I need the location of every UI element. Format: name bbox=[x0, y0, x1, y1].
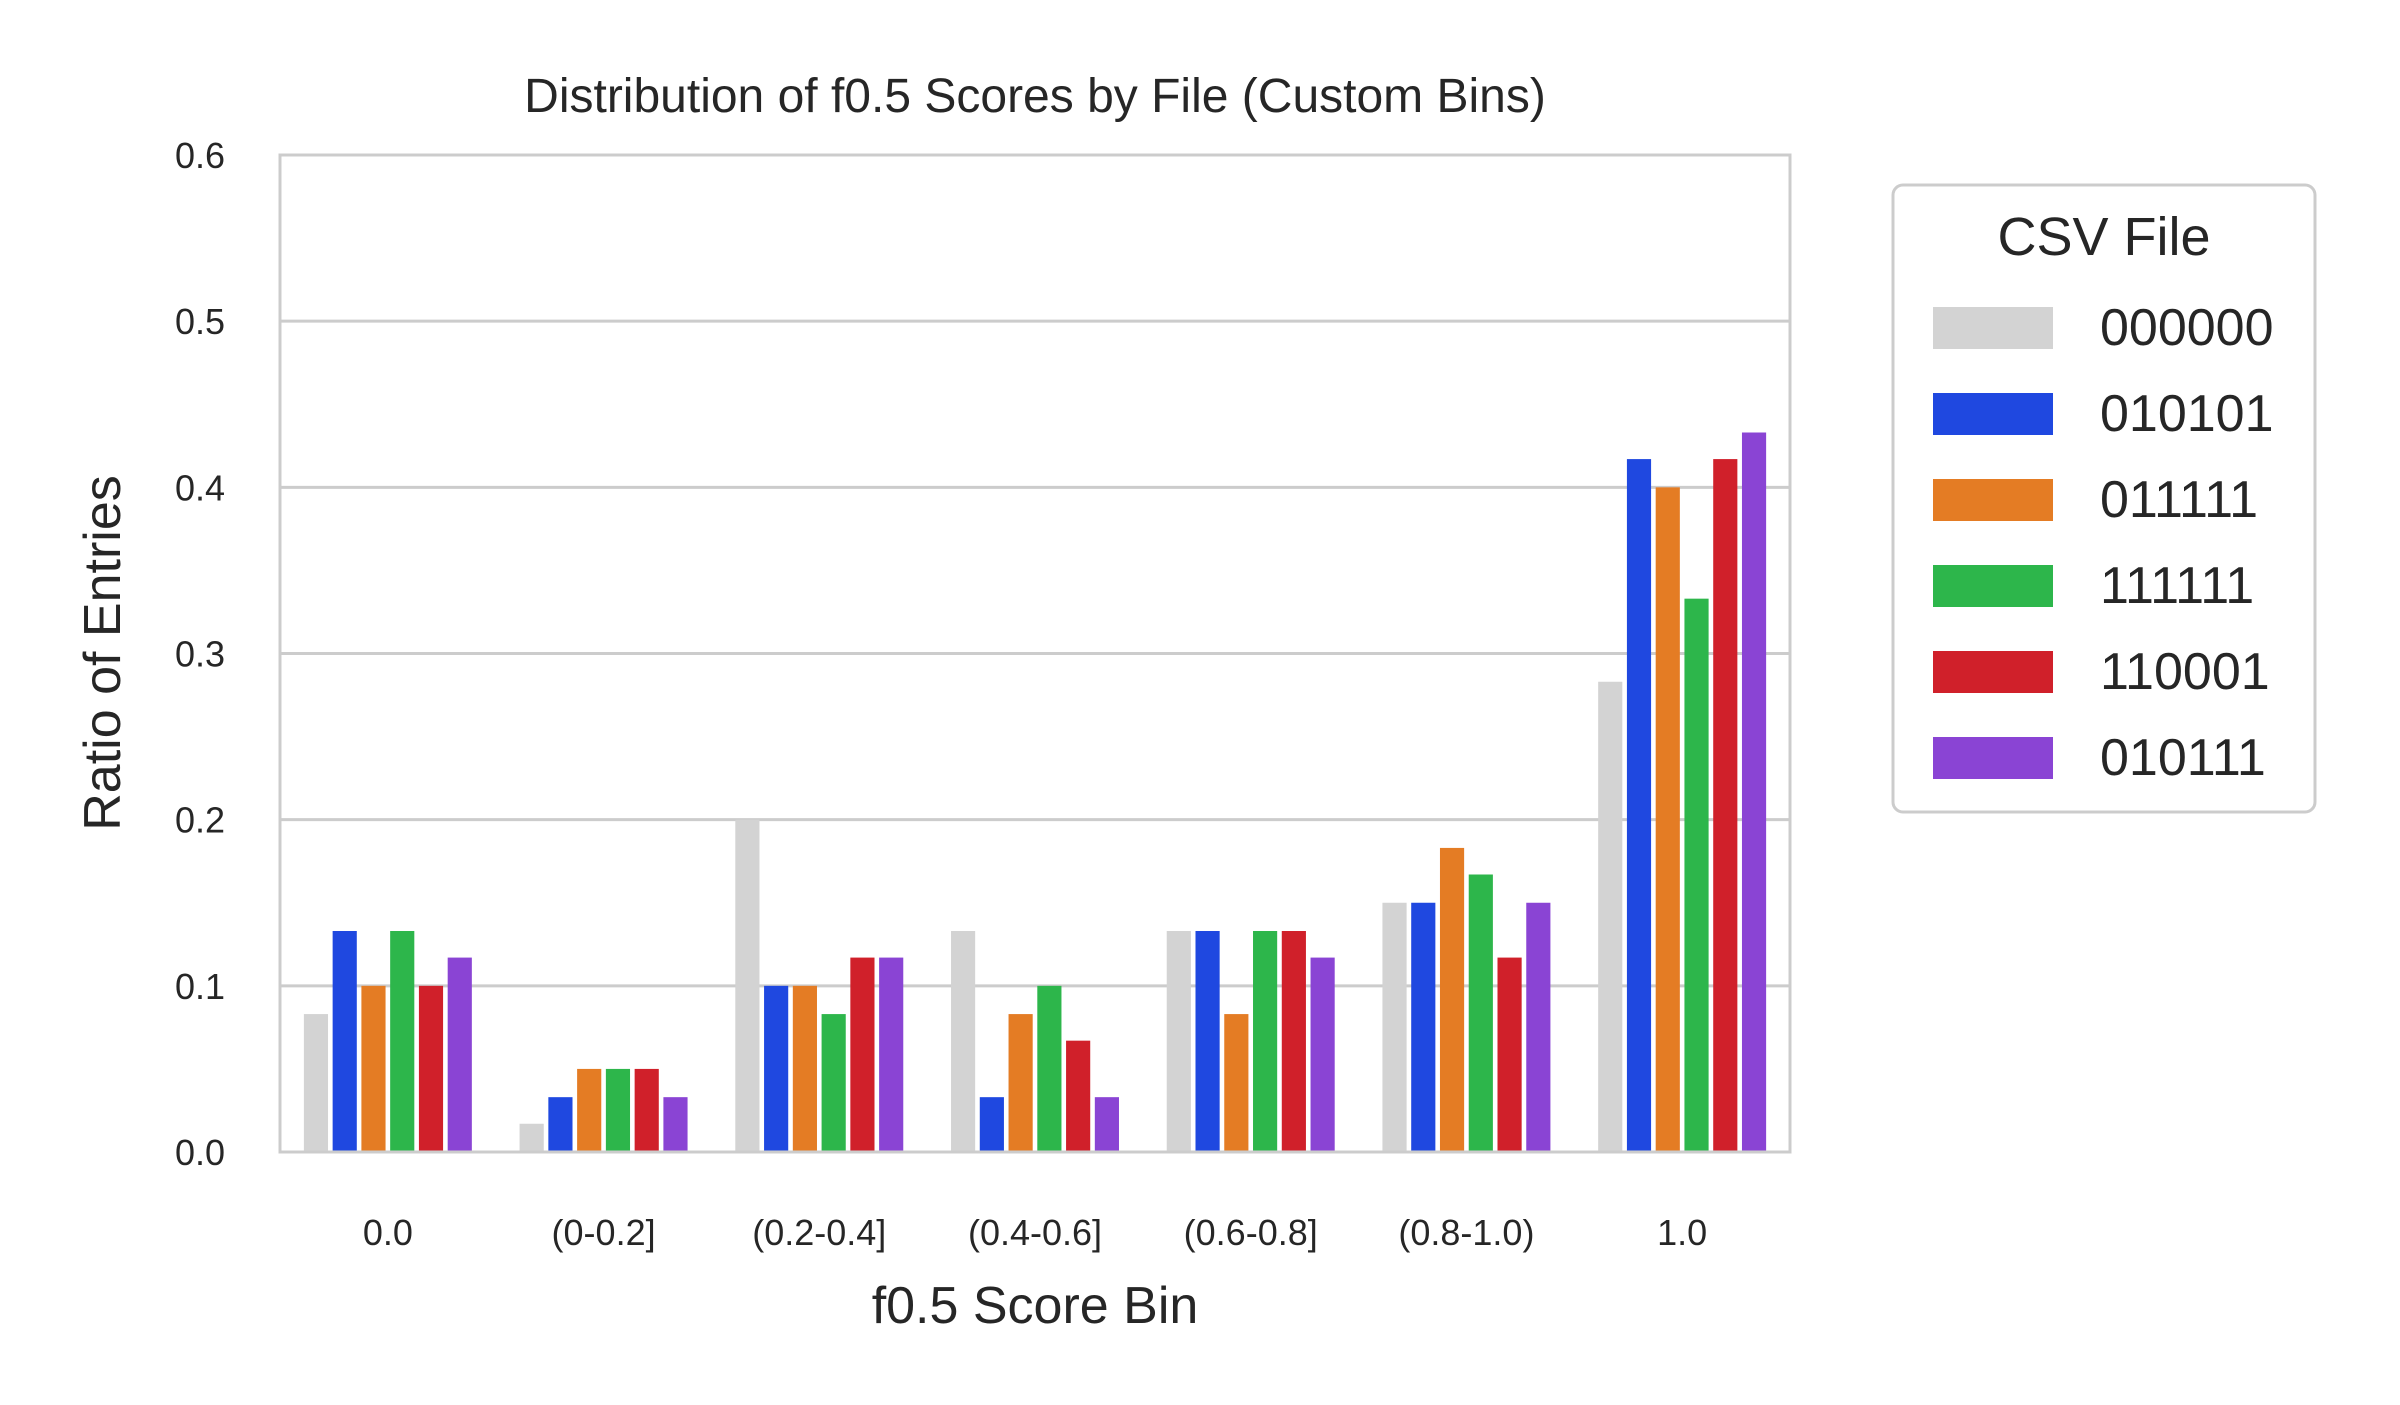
bar-010111-4: 010111 (0.6-0.8]: 0.117 bbox=[1310, 957, 1335, 1152]
bar-110001-2: 110001 (0.2-0.4]: 0.117 bbox=[850, 957, 875, 1152]
bar-010111-1: 010111 (0-0.2]: 0.033 bbox=[663, 1097, 688, 1152]
bar-110001-5: 110001 (0.8-1.0): 0.117 bbox=[1497, 957, 1522, 1152]
legend-swatch-010111 bbox=[1933, 737, 2053, 779]
y-axis-label: Ratio of Entries bbox=[74, 475, 132, 831]
bar-010101-1: 010101 (0-0.2]: 0.033 bbox=[548, 1097, 573, 1152]
bar-111111-3: 111111 (0.4-0.6]: 0.1 bbox=[1037, 985, 1062, 1152]
bar-010111-6: 010111 1.0: 0.433 bbox=[1741, 432, 1767, 1153]
bars: 000000 0.0: 0.083010101 0.0: 0.133011111… bbox=[303, 432, 1767, 1153]
bar-000000-1: 000000 (0-0.2]: 0.017 bbox=[519, 1123, 544, 1152]
bar-011111-1: 011111 (0-0.2]: 0.05 bbox=[577, 1068, 602, 1152]
bar-010101-5: 010101 (0.8-1.0): 0.15 bbox=[1411, 902, 1436, 1152]
legend: CSV File 0000000101010111111111111100010… bbox=[1891, 183, 2317, 814]
bar-011111-3: 011111 (0.4-0.6]: 0.083 bbox=[1008, 1014, 1033, 1152]
bar-111111-2: 111111 (0.2-0.4]: 0.083 bbox=[821, 1014, 846, 1152]
x-tick-label: (0.8-1.0) bbox=[1398, 1212, 1534, 1253]
legend-swatch-011111 bbox=[1933, 479, 2053, 521]
bar-110001-1: 110001 (0-0.2]: 0.05 bbox=[634, 1068, 659, 1152]
y-tick-label: 0.5 bbox=[175, 301, 225, 342]
bar-000000-3: 000000 (0.4-0.6]: 0.133 bbox=[951, 930, 976, 1152]
bar-110001-6: 110001 1.0: 0.417 bbox=[1713, 459, 1738, 1153]
legend-swatch-010101 bbox=[1933, 393, 2053, 435]
legend-label: 111111 bbox=[2100, 557, 2254, 615]
chart-title: Distribution of f0.5 Scores by File (Cus… bbox=[524, 70, 1546, 123]
x-tick-labels: 0.0 (0-0.2] (0.2-0.4] (0.4-0.6] (0.6-0.8] (0.… bbox=[363, 1212, 1707, 1253]
y-tick-label: 0.6 bbox=[175, 135, 225, 176]
x-tick-label: (0.2-0.4] bbox=[752, 1212, 886, 1253]
legend-swatch-000000 bbox=[1933, 307, 2053, 349]
bar-110001-4: 110001 (0.6-0.8]: 0.133 bbox=[1281, 930, 1306, 1152]
y-tick-label: 0.1 bbox=[175, 966, 225, 1007]
legend-items: 000000 010101 011111 111111 110001 010111 bbox=[1933, 299, 2274, 787]
legend-label: 010101 bbox=[2100, 385, 2274, 443]
legend-label: 000000 bbox=[2100, 299, 2274, 357]
x-axis-label: f0.5 Score Bin bbox=[872, 1277, 1199, 1335]
bar-011111-2: 011111 (0.2-0.4]: 0.1 bbox=[792, 985, 817, 1152]
bar-000000-4: 000000 (0.6-0.8]: 0.133 bbox=[1166, 930, 1191, 1152]
bar-000000-5: 000000 (0.8-1.0): 0.15 bbox=[1382, 902, 1407, 1152]
bar-000000-2: 000000 (0.2-0.4]: 0.2 bbox=[735, 819, 760, 1152]
bar-010111-3: 010111 (0.4-0.6]: 0.033 bbox=[1094, 1097, 1119, 1152]
bar-111111-6: 111111 1.0: 0.333 bbox=[1684, 598, 1709, 1152]
y-tick-label: 0.0 bbox=[175, 1132, 225, 1173]
x-tick-label: (0.4-0.6] bbox=[968, 1212, 1102, 1253]
bar-010101-0: 010101 0.0: 0.133 bbox=[332, 930, 357, 1152]
bar-011111-4: 011111 (0.6-0.8]: 0.083 bbox=[1224, 1014, 1249, 1152]
x-tick-label: (0.6-0.8] bbox=[1184, 1212, 1318, 1253]
y-tick-labels: 0.0 0.1 0.2 0.3 0.4 0.5 0.6 bbox=[175, 135, 225, 1173]
bar-000000-6: 000000 1.0: 0.283 bbox=[1598, 681, 1623, 1152]
bar-010101-3: 010101 (0.4-0.6]: 0.033 bbox=[979, 1097, 1004, 1152]
legend-label: 010111 bbox=[2100, 729, 2266, 787]
bar-010101-2: 010101 (0.2-0.4]: 0.1 bbox=[764, 985, 789, 1152]
bar-010101-4: 010101 (0.6-0.8]: 0.133 bbox=[1195, 930, 1220, 1152]
y-tick-label: 0.2 bbox=[175, 800, 225, 841]
bar-010101-6: 010101 1.0: 0.417 bbox=[1626, 459, 1652, 1153]
bar-011111-6: 011111 1.0: 0.4 bbox=[1655, 487, 1680, 1152]
bar-011111-0: 011111 0.0: 0.1 bbox=[361, 985, 386, 1152]
legend-label: 110001 bbox=[2100, 643, 2270, 701]
bar-110001-0: 110001 0.0: 0.1 bbox=[418, 985, 444, 1152]
bar-010111-5: 010111 (0.8-1.0): 0.15 bbox=[1526, 902, 1551, 1152]
bar-111111-0: 111111 0.0: 0.133 bbox=[390, 930, 415, 1152]
y-tick-label: 0.4 bbox=[175, 467, 225, 508]
bar-000000-0: 000000 0.0: 0.083 bbox=[303, 1014, 329, 1152]
bar-111111-4: 111111 (0.6-0.8]: 0.133 bbox=[1253, 930, 1278, 1152]
bar-010111-2: 010111 (0.2-0.4]: 0.117 bbox=[879, 957, 904, 1152]
legend-label: 011111 bbox=[2100, 471, 2258, 529]
x-tick-label: (0-0.2] bbox=[552, 1212, 656, 1253]
bar-110001-3: 110001 (0.4-0.6]: 0.067 bbox=[1066, 1040, 1091, 1152]
x-tick-label: 1.0 bbox=[1657, 1212, 1707, 1253]
bar-010111-0: 010111 0.0: 0.117 bbox=[447, 957, 472, 1152]
plot-frame bbox=[278, 153, 1792, 1154]
bar-011111-5: 011111 (0.8-1.0): 0.183 bbox=[1439, 847, 1465, 1152]
y-tick-label: 0.3 bbox=[175, 634, 225, 675]
legend-swatch-110001 bbox=[1933, 651, 2053, 693]
legend-swatch-111111 bbox=[1933, 565, 2053, 607]
x-tick-label: 0.0 bbox=[363, 1212, 413, 1253]
bar-111111-5: 111111 (0.8-1.0): 0.167 bbox=[1468, 874, 1493, 1152]
legend-title: CSV File bbox=[1997, 207, 2210, 267]
bar-111111-1: 111111 (0-0.2]: 0.05 bbox=[605, 1068, 631, 1152]
